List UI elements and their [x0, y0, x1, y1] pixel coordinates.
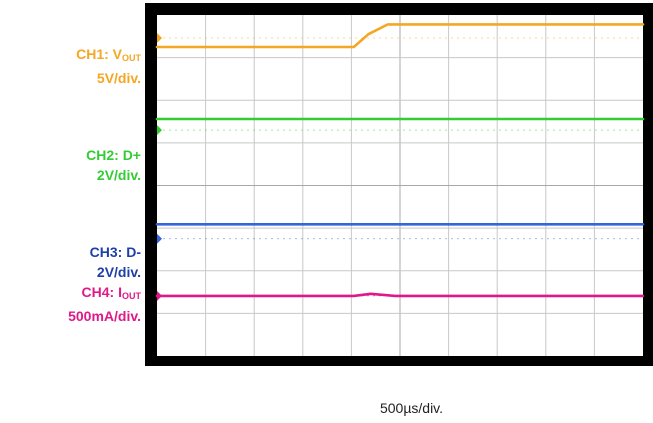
ch2-scale: 2V/div.	[96, 167, 141, 183]
ch4-name: CH4: I	[81, 284, 122, 300]
ground-marker-icon	[157, 125, 162, 136]
timebase-text: 500µs/div.	[379, 400, 444, 416]
ch3-name: CH3: D-	[89, 244, 141, 260]
ch4-scale: 500mA/div.	[68, 308, 141, 324]
ch1-label: CH1: VOUT 5V/div.	[76, 44, 141, 88]
oscilloscope-screen	[145, 3, 653, 366]
trace-ch1	[155, 23, 645, 49]
timebase-label: 500µs/div.	[0, 400, 653, 416]
trace-ch4	[155, 292, 645, 298]
ch1-name: CH1: V	[76, 46, 122, 62]
ch1-name-sub: OUT	[122, 53, 141, 63]
traces	[155, 23, 645, 298]
ch3-label: CH3: D- 2V/div.	[90, 242, 141, 282]
ch2-label: CH2: D+ 2V/div.	[86, 145, 141, 185]
ch1-scale: 5V/div.	[96, 70, 141, 86]
ground-marker-icon	[157, 33, 162, 44]
graticule	[157, 15, 643, 356]
ch4-label: CH4: IOUT 500mA/div.	[68, 282, 141, 326]
ch4-name-sub: OUT	[122, 291, 141, 301]
ch2-name: CH2: D+	[86, 147, 141, 163]
ch3-scale: 2V/div.	[96, 264, 141, 280]
ground-marker-icon	[157, 233, 162, 244]
